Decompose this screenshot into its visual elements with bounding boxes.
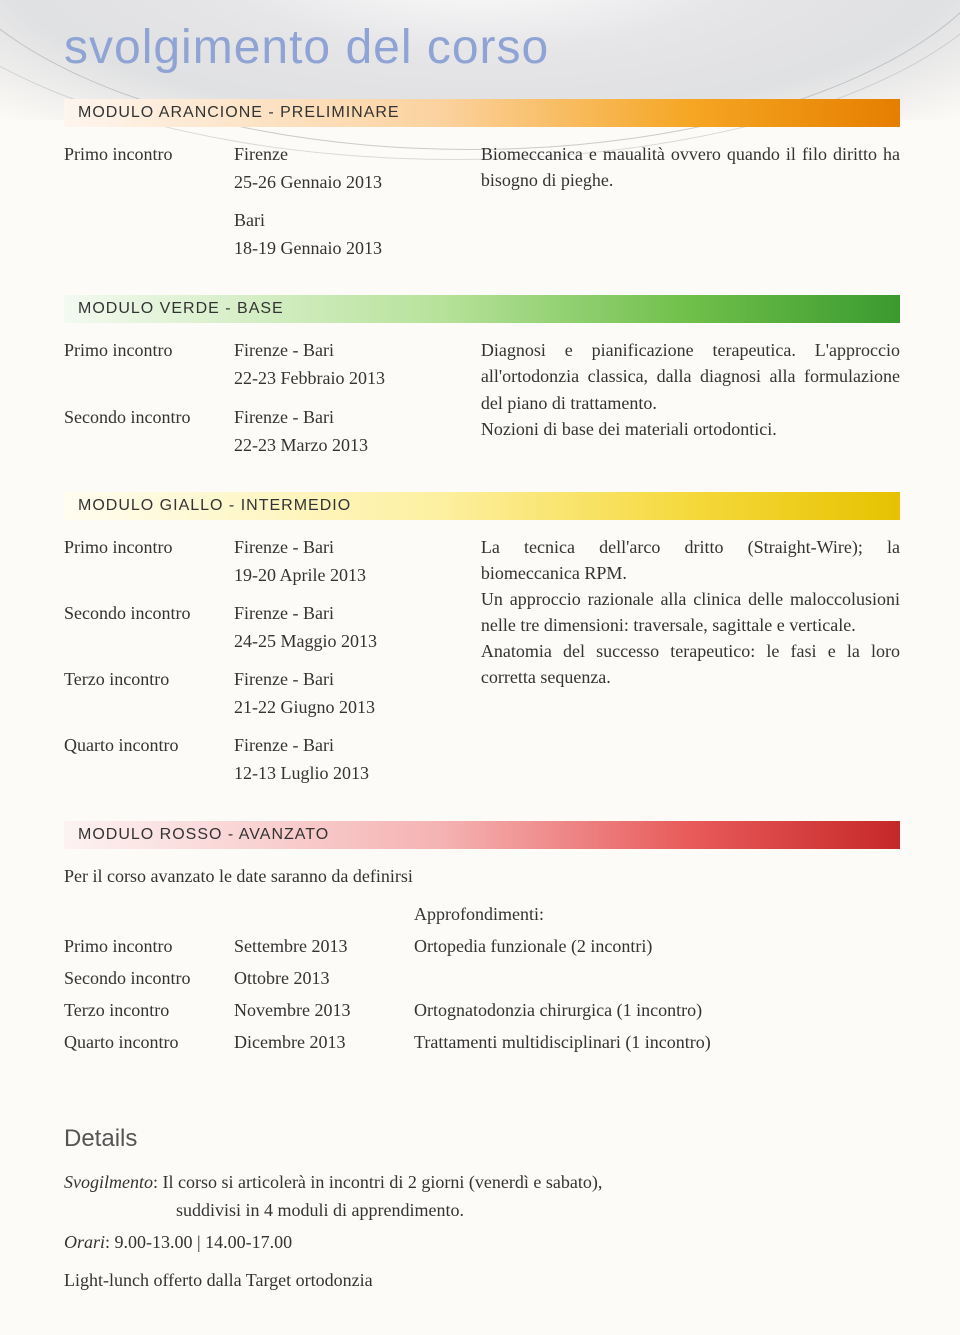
sched-label: Primo incontro: [64, 141, 234, 167]
approf-topic: Trattamenti multidisciplinari (1 incontr…: [414, 1029, 900, 1055]
sched-loc: Firenze - Bari: [234, 337, 451, 363]
sched-date: Novembre 2013: [234, 997, 414, 1023]
schedule-yellow: Primo incontro Firenze - Bari 19-20 Apri…: [64, 534, 451, 797]
sched-date: 12-13 Luglio 2013: [234, 760, 451, 786]
sched-loc: Firenze - Bari: [234, 666, 451, 692]
sched-label: Secondo incontro: [64, 600, 234, 626]
module-green-body: Primo incontro Firenze - Bari 22-23 Febb…: [64, 337, 900, 467]
sched-date: Settembre 2013: [234, 933, 414, 959]
details-lunch: Light-lunch offerto dalla Target ortodon…: [64, 1267, 900, 1295]
sched-loc: Firenze - Bari: [234, 534, 451, 560]
sched-date: 18-19 Gennaio 2013: [234, 235, 451, 261]
details-title: Details: [64, 1125, 900, 1153]
details-body: Svogilmento: Il corso si articolerà in i…: [64, 1169, 900, 1295]
approf-topic: [414, 965, 900, 991]
approf-title: Approfondimenti:: [414, 901, 900, 927]
approf-topic: Ortognatodonzia chirurgica (1 incontro): [414, 997, 900, 1023]
module-header-orange: MODULO ARANCIONE - PRELIMINARE: [64, 99, 900, 127]
details-svolgimento-label: Svogilmento: [64, 1172, 153, 1192]
sched-label: Secondo incontro: [64, 965, 234, 991]
sched-date: 22-23 Febbraio 2013: [234, 365, 451, 391]
module-red-body: Per il corso avanzato le date saranno da…: [64, 863, 900, 1056]
details-orari-text: : 9.00-13.00 | 14.00-17.00: [105, 1232, 292, 1252]
sched-date: 22-23 Marzo 2013: [234, 432, 451, 458]
schedule-orange: Primo incontro Firenze 25-26 Gennaio 201…: [64, 141, 451, 271]
sched-loc: Firenze - Bari: [234, 600, 451, 626]
sched-label: Primo incontro: [64, 337, 234, 363]
module-orange-desc: Biomeccanica e maualità ovvero quando il…: [481, 141, 900, 193]
page-title: svolgimento del corso: [64, 20, 900, 75]
schedule-red: Approfondimenti: Primo incontro Settembr…: [64, 901, 900, 1055]
module-header-red: MODULO ROSSO - AVANZATO: [64, 821, 900, 849]
module-orange-body: Primo incontro Firenze 25-26 Gennaio 201…: [64, 141, 900, 271]
sched-label: Quarto incontro: [64, 1029, 234, 1055]
approf-topic: Ortopedia funzionale (2 incontri): [414, 933, 900, 959]
module-header-yellow: MODULO GIALLO - INTERMEDIO: [64, 492, 900, 520]
details-svolgimento-text2: suddivisi in 4 moduli di apprendimento.: [64, 1197, 900, 1225]
sched-loc: Firenze: [234, 141, 451, 167]
module-header-green: MODULO VERDE - BASE: [64, 295, 900, 323]
module-green-desc: Diagnosi e pianificazione terapeutica. L…: [481, 337, 900, 441]
sched-loc: Firenze - Bari: [234, 404, 451, 430]
schedule-green: Primo incontro Firenze - Bari 22-23 Febb…: [64, 337, 451, 467]
sched-label: Terzo incontro: [64, 666, 234, 692]
sched-label: Quarto incontro: [64, 732, 234, 758]
sched-date: Ottobre 2013: [234, 965, 414, 991]
sched-date: 25-26 Gennaio 2013: [234, 169, 451, 195]
sched-loc: Bari: [234, 207, 451, 233]
sched-date: 19-20 Aprile 2013: [234, 562, 451, 588]
sched-date: 21-22 Giugno 2013: [234, 694, 451, 720]
sched-label: [64, 207, 234, 233]
sched-loc: Firenze - Bari: [234, 732, 451, 758]
sched-date: Dicembre 2013: [234, 1029, 414, 1055]
module-red-note: Per il corso avanzato le date saranno da…: [64, 863, 900, 889]
sched-label: Primo incontro: [64, 933, 234, 959]
details-svolgimento-text: : Il corso si articolerà in incontri di …: [153, 1172, 602, 1192]
module-yellow-desc: La tecnica dell'arco dritto (Straight-Wi…: [481, 534, 900, 691]
sched-label: Terzo incontro: [64, 997, 234, 1023]
sched-label: Secondo incontro: [64, 404, 234, 430]
sched-label: Primo incontro: [64, 534, 234, 560]
sched-date: 24-25 Maggio 2013: [234, 628, 451, 654]
module-yellow-body: Primo incontro Firenze - Bari 19-20 Apri…: [64, 534, 900, 797]
details-orari-label: Orari: [64, 1232, 105, 1252]
